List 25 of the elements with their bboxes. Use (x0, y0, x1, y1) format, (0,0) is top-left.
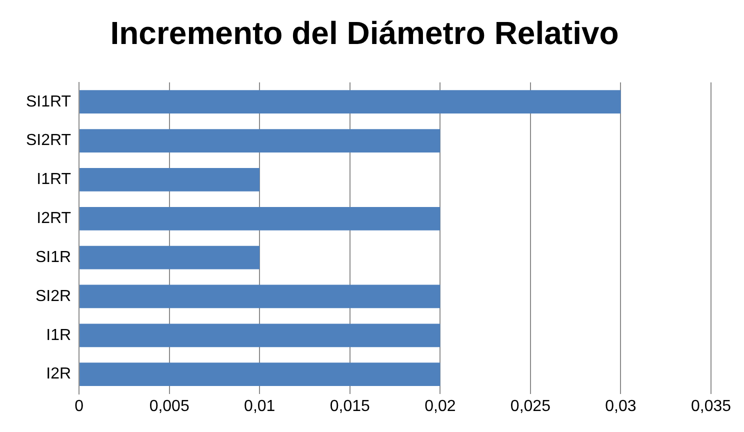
x-tick-label: 0,005 (149, 398, 190, 415)
bar (80, 206, 440, 230)
y-tick-label: I2R (46, 366, 72, 383)
bar (80, 90, 621, 114)
y-tick-label: I1RT (36, 171, 72, 188)
y-tick-label: SI2R (35, 288, 72, 305)
y-tick-label: SI1RT (26, 93, 72, 110)
x-tick-label: 0,025 (510, 398, 551, 415)
x-tick-label: 0,01 (244, 398, 276, 415)
bar (80, 246, 260, 270)
x-tick-label: 0,035 (690, 398, 732, 415)
bar (80, 324, 440, 348)
bar (80, 284, 440, 308)
bar (80, 168, 260, 192)
y-tick-label: I2RT (36, 210, 72, 228)
bar (80, 362, 440, 386)
x-tick-label: 0 (74, 398, 84, 415)
chart-title: Incremento del Diámetro Relativo (110, 15, 619, 52)
x-tick-label: 0,015 (330, 398, 370, 415)
x-tick-label: 0,03 (605, 398, 636, 415)
y-tick-label: SI2RT (26, 132, 72, 150)
x-tick-label: 0,02 (424, 398, 456, 415)
y-tick-label: I1R (46, 326, 72, 344)
bar (80, 129, 440, 152)
y-tick-label: SI1R (35, 248, 72, 266)
